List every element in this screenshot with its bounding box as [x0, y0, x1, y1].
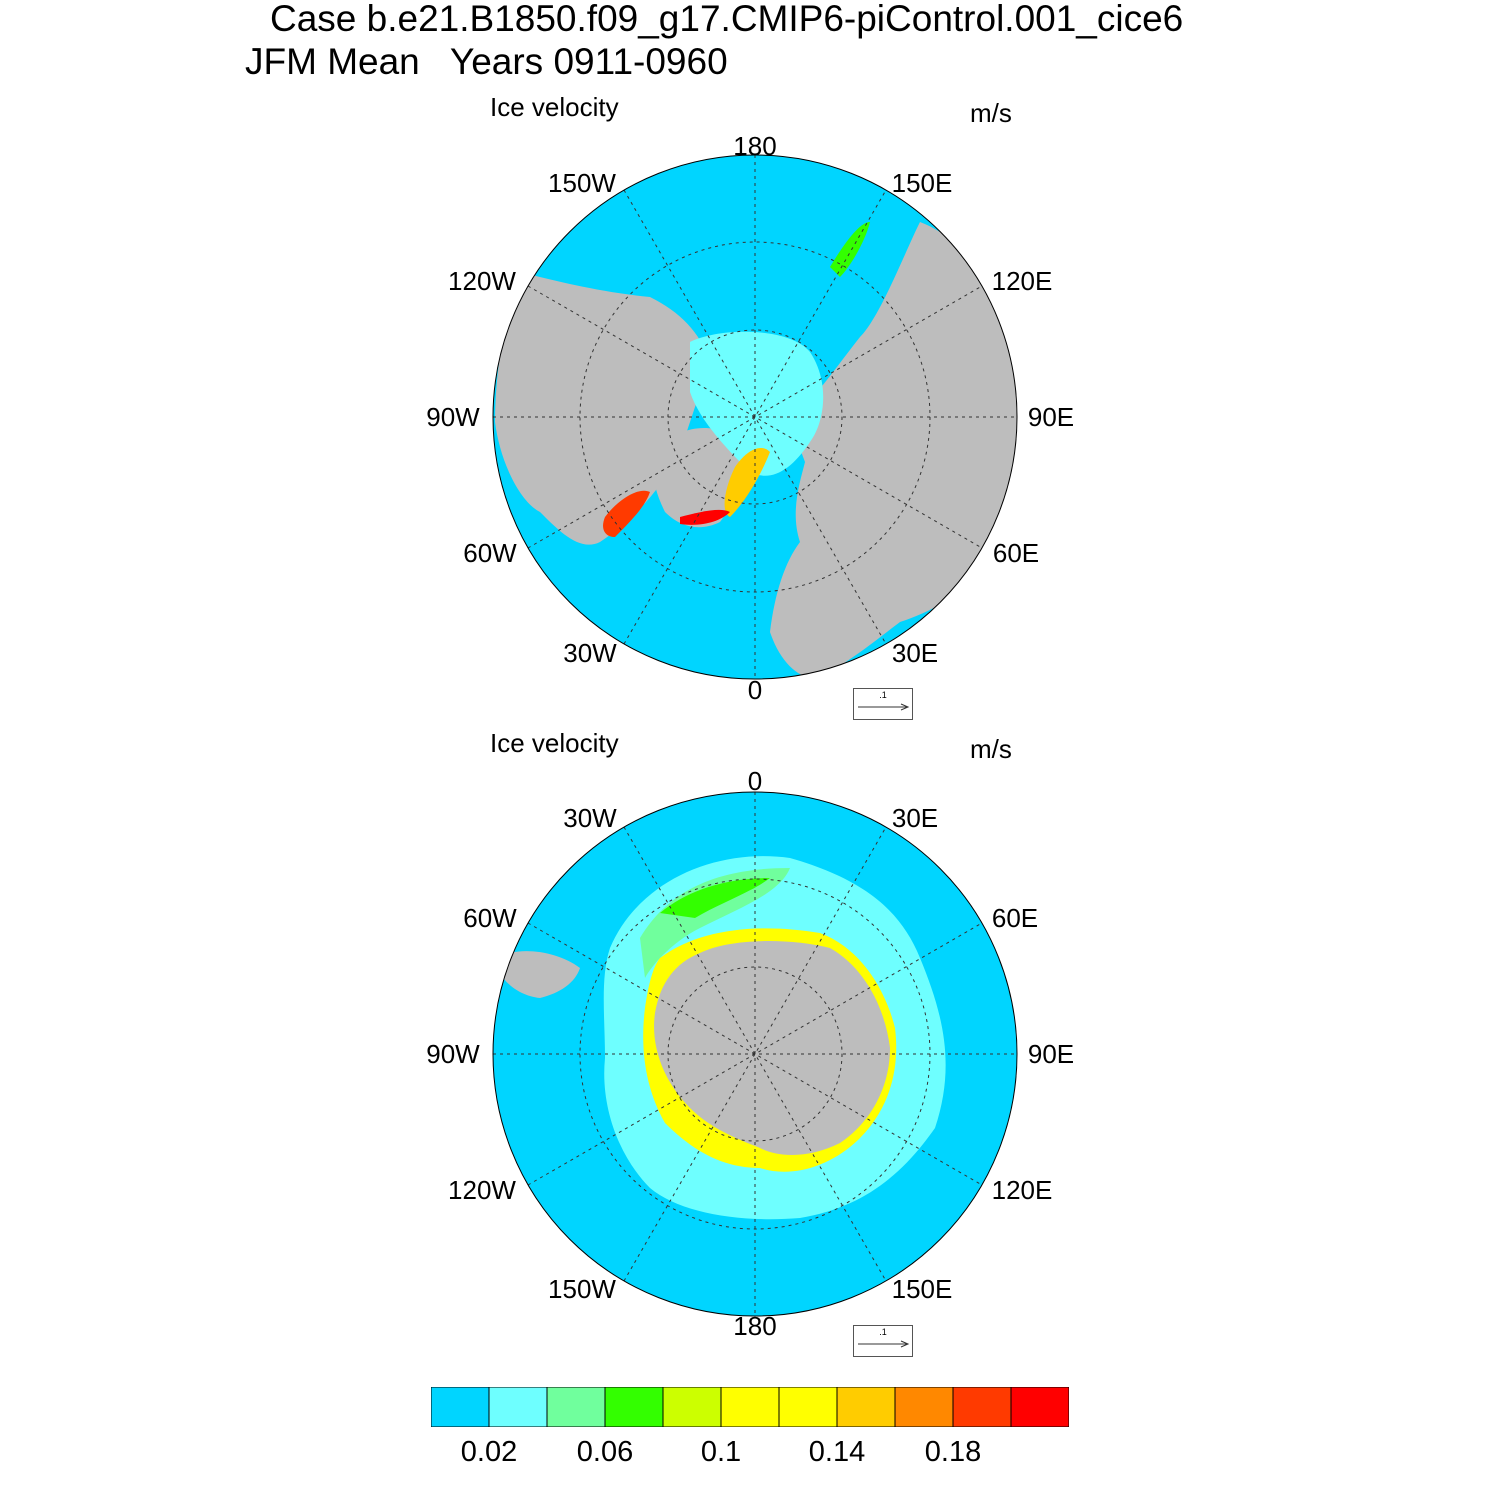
nh-lon-label: 30W — [563, 638, 617, 668]
nh-lon-label: 0 — [748, 675, 762, 705]
nh-map-border — [492, 154, 1018, 680]
sh-lon-label: 90W — [426, 1039, 480, 1069]
sh-panel: Ice velocity m/s — [0, 728, 1500, 1368]
nh-lon-label: 90E — [1028, 402, 1074, 432]
sh-lon-label: 180 — [733, 1311, 776, 1341]
colorbar-box — [952, 1387, 1012, 1427]
sh-units-label: m/s — [970, 734, 1012, 764]
colorbar-box — [488, 1387, 548, 1427]
nh-lon-label: 90W — [426, 402, 480, 432]
colorbar-tick-label: 0.06 — [576, 1436, 634, 1468]
sh-reference-vector-value: .1 — [879, 1327, 887, 1337]
colorbar-tick-label: 0.18 — [924, 1436, 982, 1468]
nh-units-label: m/s — [970, 98, 1012, 128]
nh-east-greenland-streak — [680, 509, 730, 525]
nh-landmass-eurasia — [770, 222, 1017, 678]
nh-landmass-greenland — [653, 428, 742, 528]
colorbar-box — [720, 1387, 780, 1427]
reference-arrow-icon — [858, 703, 910, 711]
nh-panel-title: Ice velocity — [490, 92, 619, 122]
main-title-line1: Case b.e21.B1850.f09_g17.CMIP6-piControl… — [270, 0, 1184, 39]
nh-ice-pack — [690, 331, 824, 476]
nh-baffin-streak — [603, 490, 650, 537]
colorbar-box — [604, 1387, 664, 1427]
sh-lon-label: 120E — [992, 1175, 1053, 1205]
colorbar-tick-label: 0.02 — [460, 1436, 518, 1468]
sh-polar-map: 0 30E 60E 90E 120E 150E 180 150W 120W 90… — [426, 766, 1074, 1341]
colorbar-box — [662, 1387, 722, 1427]
sh-landmass-south-america — [500, 951, 580, 998]
colorbar-tick-label: 0.1 — [700, 1436, 742, 1468]
colorbar — [431, 1387, 1069, 1427]
nh-lon-label: 150W — [548, 168, 616, 198]
colorbar-box — [546, 1387, 606, 1427]
nh-polar-map: 180 150E 120E 90E 60E 30E 0 30W 60W 90W … — [426, 131, 1074, 705]
colorbar-box — [778, 1387, 838, 1427]
nh-reference-vector-value: .1 — [879, 690, 887, 700]
sh-lon-label: 30W — [563, 803, 617, 833]
sh-reference-vector: .1 — [853, 1325, 913, 1357]
nh-lon-label: 180 — [733, 131, 776, 161]
sh-lon-label: 150W — [548, 1274, 616, 1304]
colorbar-box — [894, 1387, 954, 1427]
nh-lon-label: 60E — [993, 538, 1039, 568]
nh-reference-vector: .1 — [853, 688, 913, 720]
nh-lon-label: 150E — [892, 168, 953, 198]
sh-lon-label: 90E — [1028, 1039, 1074, 1069]
sh-landmass-antarctica — [654, 941, 890, 1155]
sh-lon-label: 120W — [448, 1175, 516, 1205]
colorbar-tick-label: 0.14 — [808, 1436, 866, 1468]
sh-lon-label: 150E — [892, 1274, 953, 1304]
nh-lon-label: 120E — [992, 266, 1053, 296]
reference-arrow-icon — [858, 1340, 910, 1348]
colorbar-box — [1010, 1387, 1069, 1427]
sh-map-border — [492, 791, 1018, 1317]
sh-lon-label: 0 — [748, 766, 762, 796]
sh-lon-label: 60E — [992, 903, 1038, 933]
nh-lon-label: 30E — [892, 638, 938, 668]
nh-lon-label: 120W — [448, 266, 516, 296]
nh-graticule — [493, 155, 1017, 679]
sh-weddell-band — [640, 868, 790, 978]
sh-lon-label: 60W — [463, 903, 517, 933]
nh-fram-strait-streak — [724, 447, 770, 517]
sh-lon-label: 30E — [892, 803, 938, 833]
colorbar-box — [431, 1387, 490, 1427]
sh-weddell-core — [660, 878, 770, 918]
nh-lon-label: 60W — [463, 538, 517, 568]
colorbar-box — [836, 1387, 896, 1427]
main-title-line2: JFM Mean Years 0911-0960 — [245, 41, 728, 82]
sh-panel-title: Ice velocity — [490, 728, 619, 758]
sh-graticule — [493, 792, 1017, 1316]
nh-panel: Ice velocity m/s — [0, 92, 1500, 732]
